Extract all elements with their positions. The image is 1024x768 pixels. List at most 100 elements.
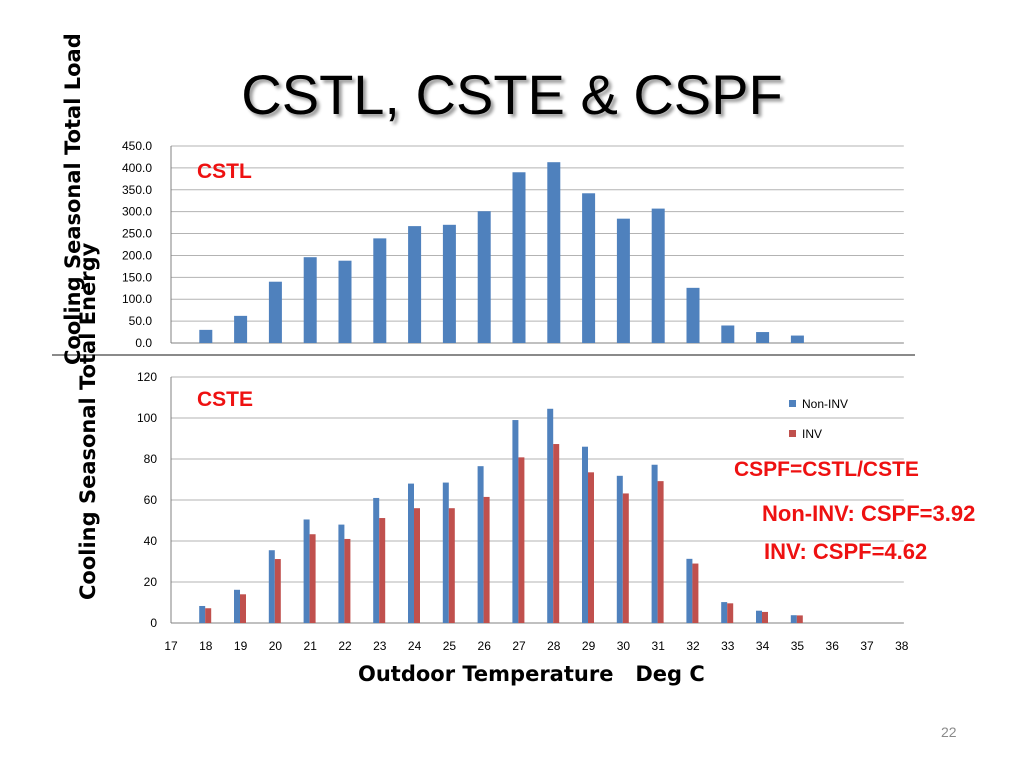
chart-1-bar <box>344 538 351 623</box>
chart-1-x-tick-label: 25 <box>443 639 457 653</box>
chart-0-y-tick-label: 250.0 <box>122 227 152 241</box>
chart-1-x-tick-label: 29 <box>582 639 596 653</box>
chart-1-x-tick-label: 35 <box>791 639 805 653</box>
chart-1-bar <box>518 457 525 623</box>
chart-1-x-tick-label: 24 <box>408 639 422 653</box>
cspf-inv-annotation: INV: CSPF=4.62 <box>764 539 928 564</box>
chart-1-y-tick-label: 60 <box>144 493 158 507</box>
chart-1-y-tick-label: 80 <box>144 452 158 466</box>
chart-1-bar <box>692 563 699 623</box>
chart-0-y-tick-label: 450.0 <box>122 139 152 153</box>
chart-0-bar <box>582 193 596 343</box>
chart-0-bar <box>234 315 248 343</box>
chart-1-bar <box>338 524 345 623</box>
chart-1-x-tick-label: 27 <box>512 639 526 653</box>
chart-1-x-tick-label: 22 <box>338 639 352 653</box>
chart-1-bar <box>790 615 797 623</box>
chart-1-bar <box>408 483 414 623</box>
chart-1-y-tick-label: 0 <box>150 616 157 630</box>
chart-1-bar <box>686 558 693 623</box>
chart-1-bar <box>373 497 380 623</box>
chart-1-bar <box>582 446 588 623</box>
chart-1-x-tick-label: 32 <box>686 639 700 653</box>
chart-1-x-tick-label: 36 <box>826 639 840 653</box>
chart-1-bar <box>448 508 455 623</box>
legend-swatch-non-inv <box>789 400 796 407</box>
chart-1-y-tick-label: 120 <box>137 370 157 384</box>
chart-1-x-tick-label: 20 <box>269 639 283 653</box>
chart-0-group: 0.0 50.0 100.0 150.0 200.0 250.0 300.0 350.0 400… <box>122 139 904 350</box>
legend-swatch-inv <box>789 430 796 437</box>
chart-1-bar <box>547 408 554 623</box>
chart-1-y-tick-label: 40 <box>144 534 158 548</box>
chart-1-bar <box>303 519 310 623</box>
chart-0-y-tick-label: 400.0 <box>122 161 152 175</box>
chart-1-bar <box>622 493 629 623</box>
chart-0-bar <box>268 281 282 343</box>
legend-label: Non-INV <box>802 397 848 411</box>
chart-0-bar <box>616 218 630 343</box>
chart-0-bar <box>408 226 422 343</box>
chart-1-bar <box>205 608 212 623</box>
chart-1-x-tick-label: 19 <box>234 639 248 653</box>
chart-0-bar <box>338 260 352 343</box>
chart-1-bar <box>199 605 206 623</box>
chart-1-x-tick-label: 37 <box>860 639 874 653</box>
chart-1-bar <box>477 466 484 623</box>
chart-1-x-tick-label: 26 <box>478 639 492 653</box>
chart-1-bar <box>727 603 734 623</box>
chart-1-x-tick-label: 21 <box>304 639 318 653</box>
chart-1-bar <box>553 444 560 623</box>
chart-0-bar <box>477 211 491 343</box>
chart-1-group: 0 20 40 60 80 100 120 17 18 19 20 21 22 23 24 25 26 27 28 2… <box>137 370 909 653</box>
chart-0-y-tick-label: 0.0 <box>135 336 152 350</box>
chart-1-y-tick-label: 100 <box>137 411 157 425</box>
chart-1-bar <box>756 610 762 623</box>
cspf-noninv-annotation: Non-INV: CSPF=3.92 <box>762 501 976 526</box>
chart-1-x-tick-label: 33 <box>721 639 735 653</box>
chart-1-bar <box>512 420 519 623</box>
chart-0-bar <box>303 257 317 343</box>
chart-1-bar <box>616 475 623 623</box>
chart-1-y-tick-label: 20 <box>144 575 158 589</box>
chart-0-bar <box>651 208 665 343</box>
chart-1-x-tick-label: 30 <box>617 639 631 653</box>
chart-1-bar <box>721 602 728 623</box>
chart-1-bar <box>240 594 246 623</box>
chart-0-y-tick-label: 350.0 <box>122 183 152 197</box>
chart-1-bar <box>379 518 386 623</box>
chart-1-bar <box>483 496 490 623</box>
chart-1-bar <box>268 550 275 623</box>
chart-1-x-tick-label: 18 <box>199 639 213 653</box>
chart-1-x-tick-label: 28 <box>547 639 561 653</box>
slide-page-number: 22 <box>941 724 957 740</box>
chart-0-bar <box>512 172 526 343</box>
chart-1-x-tick-label: 17 <box>164 639 178 653</box>
chart-0-bar <box>756 332 770 343</box>
chart-0-bar <box>199 329 213 343</box>
chart-0-bar <box>686 287 700 343</box>
slide-title: CSTL, CSTE & CSPF <box>241 63 783 126</box>
chart-0-bar <box>442 224 456 343</box>
chart-1-bar <box>762 611 768 623</box>
chart-1-x-tick-label: 31 <box>652 639 666 653</box>
chart-1-bar <box>796 615 803 623</box>
chart-0-bar <box>373 238 387 343</box>
chart-0-bar <box>790 335 804 343</box>
chart-0-y-tick-label: 300.0 <box>122 205 152 219</box>
chart-1-title: CSTE <box>197 388 253 411</box>
chart-1-bar <box>657 481 664 623</box>
chart-0-title: CSTL <box>197 160 252 183</box>
legend-label: INV <box>802 427 822 441</box>
chart-1-bar <box>274 559 281 623</box>
cspf-formula-annotation: CSPF=CSTL/CSTE <box>734 458 919 481</box>
chart-1-bar <box>309 534 316 623</box>
chart-1-bar <box>651 464 658 623</box>
chart-0-y-tick-label: 50.0 <box>129 314 153 328</box>
x-axis-label: Outdoor Temperature Deg C <box>358 662 705 686</box>
chart-0-y-tick-label: 150.0 <box>122 270 152 284</box>
chart-1-bar <box>234 589 240 623</box>
chart-1-x-tick-label: 38 <box>895 639 909 653</box>
chart-1-x-tick-label: 34 <box>756 639 770 653</box>
